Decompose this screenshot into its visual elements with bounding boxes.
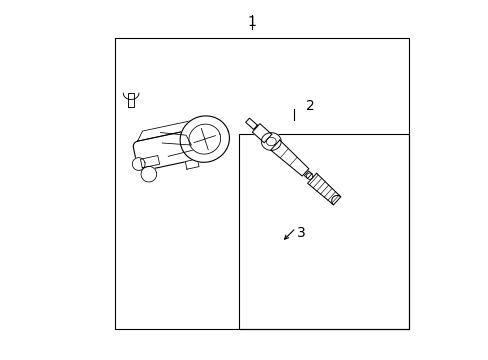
Polygon shape (123, 93, 139, 99)
Polygon shape (307, 173, 340, 205)
Polygon shape (304, 171, 311, 179)
Polygon shape (261, 133, 281, 150)
Bar (115, 38, 408, 329)
Polygon shape (180, 116, 229, 162)
Text: 2: 2 (305, 99, 314, 113)
Polygon shape (132, 158, 145, 170)
Polygon shape (185, 159, 199, 169)
Polygon shape (245, 118, 257, 129)
Polygon shape (141, 166, 156, 182)
Polygon shape (133, 130, 200, 171)
Polygon shape (252, 124, 271, 143)
Polygon shape (128, 93, 134, 107)
Bar (239, 134, 408, 329)
Polygon shape (140, 156, 159, 168)
Text: 1: 1 (246, 15, 256, 29)
Text: 3: 3 (296, 226, 305, 240)
Polygon shape (270, 140, 308, 176)
